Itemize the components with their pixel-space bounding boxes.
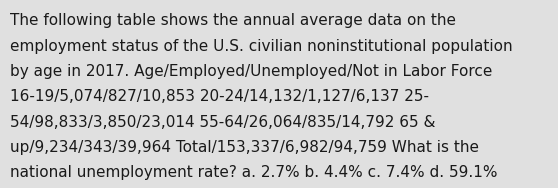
- Text: employment status of the U.S. civilian noninstitutional population: employment status of the U.S. civilian n…: [10, 39, 513, 54]
- Text: national unemployment rate? a. 2.7% b. 4.4% c. 7.4% d. 59.1%: national unemployment rate? a. 2.7% b. 4…: [10, 165, 498, 180]
- Text: by age in 2017. Age/Employed/Unemployed/Not in Labor Force: by age in 2017. Age/Employed/Unemployed/…: [10, 64, 492, 79]
- Text: 16-19/5,074/827/10,853 20-24/14,132/1,127/6,137 25-: 16-19/5,074/827/10,853 20-24/14,132/1,12…: [10, 89, 429, 104]
- Text: 54/98,833/3,850/23,014 55-64/26,064/835/14,792 65 &: 54/98,833/3,850/23,014 55-64/26,064/835/…: [10, 115, 436, 130]
- Text: up/9,234/343/39,964 Total/153,337/6,982/94,759 What is the: up/9,234/343/39,964 Total/153,337/6,982/…: [10, 140, 479, 155]
- Text: The following table shows the annual average data on the: The following table shows the annual ave…: [10, 13, 456, 28]
